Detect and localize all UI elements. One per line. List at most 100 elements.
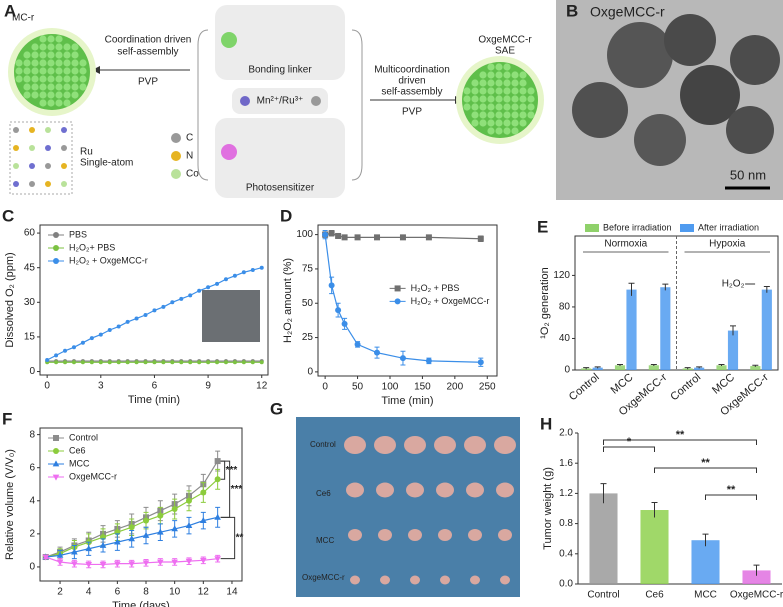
bar <box>742 570 771 584</box>
sphere-bead <box>39 59 47 67</box>
row-label: Ce6 <box>316 489 331 498</box>
marker <box>185 497 192 504</box>
marker <box>197 360 202 365</box>
sphere-bead <box>71 83 79 91</box>
x-tick-label: OxgeMCC-r <box>730 590 783 601</box>
sphere-bead <box>63 83 71 91</box>
sphere-bead <box>487 71 495 79</box>
label: SAE <box>495 46 515 57</box>
inset-photo <box>202 290 260 342</box>
label: driven <box>398 76 425 87</box>
y-tick-label: 2 <box>29 529 35 540</box>
marker <box>142 560 150 567</box>
sphere-bead <box>71 75 79 83</box>
x-tick-label: 6 <box>152 381 158 392</box>
sphere-bead <box>31 51 39 59</box>
marker <box>171 559 178 566</box>
legend-marker <box>53 232 59 238</box>
y-axis-label: Relative volume (V/V₀) <box>4 449 16 560</box>
marker <box>223 360 228 365</box>
bar <box>589 493 618 584</box>
marker <box>152 308 157 313</box>
atom-icon <box>221 144 237 160</box>
x-tick-label: 10 <box>169 587 181 598</box>
error-bar <box>594 366 601 369</box>
particle <box>664 14 716 66</box>
sphere-bead <box>511 87 519 95</box>
sphere-bead <box>511 71 519 79</box>
x-tick-label: MCC <box>710 371 737 396</box>
marker <box>200 489 207 496</box>
x-tick-label: 14 <box>226 587 238 598</box>
sig-label: ** <box>236 533 244 544</box>
panel-letter: G <box>270 399 283 418</box>
sphere-bead <box>31 83 39 91</box>
sig-label: ** <box>727 484 736 496</box>
sig-bracket <box>603 439 757 445</box>
sphere-bead <box>79 75 87 83</box>
label: PVP <box>138 77 158 88</box>
panel-a: A MC-r Coordination driven self-assembly… <box>4 1 532 198</box>
marker <box>85 545 93 552</box>
sphere-bead <box>47 67 55 75</box>
legend-label: H₂O₂+ PBS <box>69 242 115 252</box>
sphere-bead <box>63 51 71 59</box>
particle <box>680 65 740 125</box>
marker <box>425 357 432 364</box>
error-bar <box>583 367 590 370</box>
error-bar <box>651 501 658 518</box>
bar <box>727 330 739 370</box>
marker <box>114 561 121 568</box>
arrowhead <box>92 66 100 74</box>
plot-frame <box>39 427 243 582</box>
marker <box>179 360 184 365</box>
tumor <box>376 482 394 498</box>
sphere-bead <box>471 103 479 111</box>
annotation: H₂O₂ <box>722 279 745 290</box>
sphere-bead <box>55 43 63 51</box>
sphere-bead <box>503 95 511 103</box>
sphere-bead <box>503 71 511 79</box>
sphere-bead <box>55 67 63 75</box>
lattice-atom <box>29 145 35 151</box>
legend-marker <box>52 474 60 481</box>
sphere-bead <box>495 103 503 111</box>
lattice-atom <box>29 127 35 133</box>
sphere-bead <box>471 79 479 87</box>
sphere-bead <box>487 87 495 95</box>
x-tick-label: 200 <box>447 382 464 393</box>
lattice-atom <box>29 181 35 187</box>
bar <box>761 289 772 370</box>
label: C <box>186 133 193 144</box>
y-tick-label: 0 <box>564 365 570 376</box>
sphere-bead <box>479 103 487 111</box>
sig-bracket <box>220 460 226 480</box>
tumor <box>434 436 456 454</box>
sphere-bead <box>511 79 519 87</box>
sphere-bead <box>23 91 31 99</box>
tumor <box>466 482 484 498</box>
marker <box>80 360 85 365</box>
tumor <box>380 575 390 585</box>
sphere-bead <box>47 91 55 99</box>
marker <box>98 332 103 337</box>
sphere-bead <box>55 83 63 91</box>
panel-g: G Control Ce6 MCC OxgeMCC-r <box>270 399 520 597</box>
sphere-bead <box>71 43 79 51</box>
y-tick-label: 0.0 <box>559 579 573 590</box>
lattice-atom <box>61 163 67 169</box>
lattice-atom <box>13 181 19 187</box>
sphere-bead <box>31 91 39 99</box>
marker <box>42 554 50 561</box>
lattice-atom <box>45 145 51 151</box>
atom-icon <box>240 96 250 106</box>
y-tick-label: 4 <box>29 495 35 506</box>
sphere-bead <box>15 59 23 67</box>
marker <box>142 531 150 538</box>
marker <box>99 562 107 569</box>
sphere-bead <box>15 75 23 83</box>
error-bar <box>702 533 709 547</box>
marker <box>128 524 135 531</box>
x-tick-label: 4 <box>86 587 92 598</box>
panel-letter: E <box>537 217 548 236</box>
